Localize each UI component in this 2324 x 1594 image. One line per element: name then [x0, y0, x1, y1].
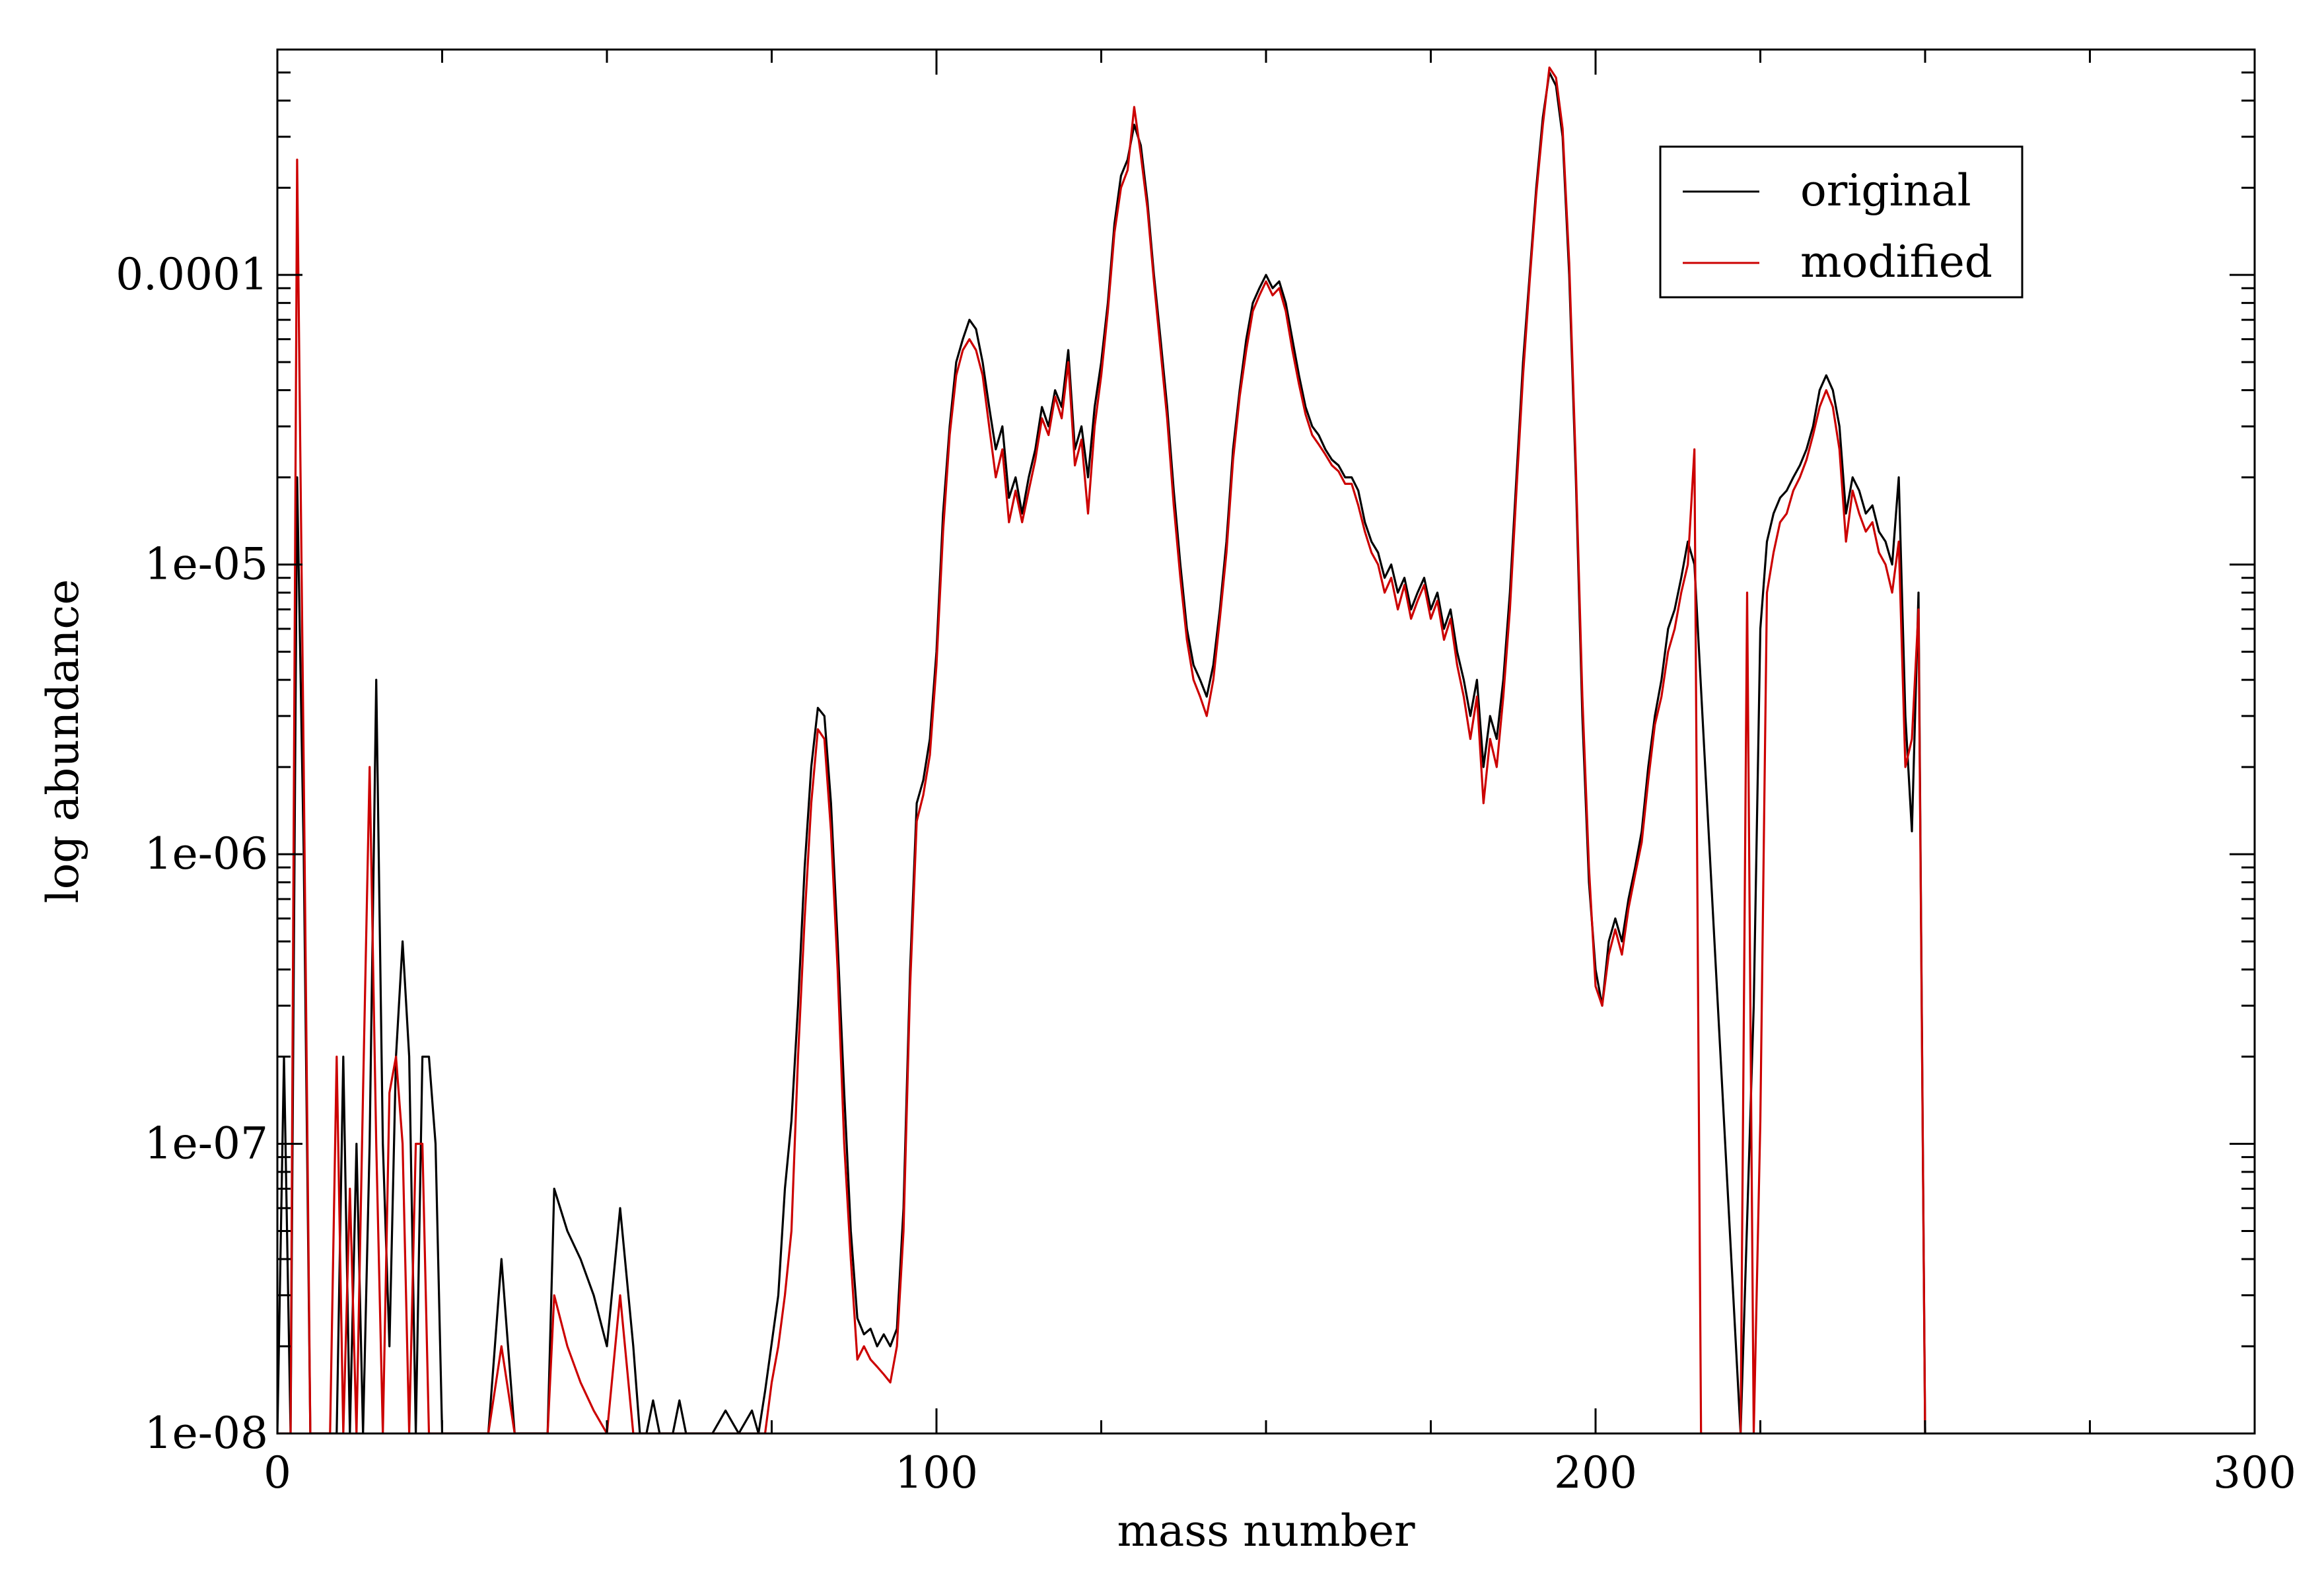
- legend-label-modified: modified: [1800, 236, 1992, 287]
- y-tick-label-4: 0.0001: [116, 249, 268, 300]
- legend: original modified: [1659, 145, 2024, 299]
- x-tick-label-100: 100: [895, 1447, 978, 1498]
- series-line-modified: [277, 66, 1926, 1433]
- x-tick-label-0: 0: [264, 1447, 291, 1498]
- x-tick-label-300: 300: [2213, 1447, 2296, 1498]
- legend-box: [1659, 145, 2024, 299]
- ticks-layer: [276, 50, 2256, 1435]
- x-tick-label-200: 200: [1554, 1447, 1637, 1498]
- y-tick-label-0: 1e-08: [145, 1408, 268, 1459]
- y-tick-label-2: 1e-06: [145, 828, 268, 879]
- y-tick-label-3: 1e-05: [145, 539, 268, 590]
- legend-label-original: original: [1800, 165, 1971, 216]
- y-axis-title: log abundance: [38, 579, 88, 904]
- series-line-original: [277, 71, 1926, 1433]
- x-axis-title: mass number: [1117, 1505, 1415, 1556]
- y-tick-label-1: 1e-07: [145, 1118, 268, 1169]
- series-layer: [277, 66, 1926, 1433]
- tick-labels-layer: 0 100 200 300 1e-08 1e-07 1e-06 1e-05 0.0001: [116, 249, 2296, 1498]
